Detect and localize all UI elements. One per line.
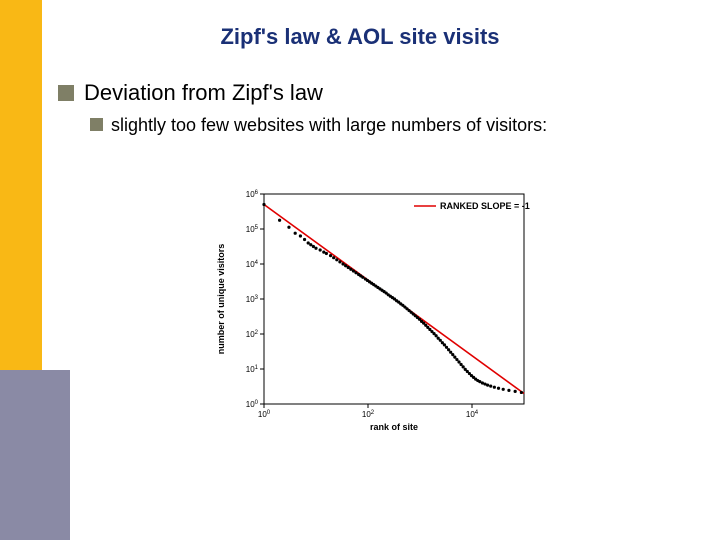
svg-text:number of unique visitors: number of unique visitors (216, 244, 226, 355)
svg-text:100: 100 (258, 410, 271, 419)
svg-text:103: 103 (246, 295, 259, 304)
svg-text:104: 104 (466, 410, 479, 419)
bullet-2-text: slightly too few websites with large num… (111, 114, 547, 137)
bullet-level-2: slightly too few websites with large num… (90, 114, 650, 137)
square-bullet-icon (90, 118, 103, 131)
svg-text:101: 101 (246, 365, 259, 374)
svg-text:106: 106 (246, 190, 259, 199)
bullet-level-1: Deviation from Zipf's law (58, 80, 323, 106)
sidebar-accent-gray (0, 370, 70, 540)
zipf-chart: 100 101 102 103 104 105 106 100 102 104 rank of si… (208, 180, 548, 440)
chart-svg: 100 101 102 103 104 105 106 100 102 104 rank of si… (208, 180, 548, 440)
svg-text:104: 104 (246, 260, 259, 269)
svg-text:102: 102 (246, 330, 259, 339)
svg-text:102: 102 (362, 410, 375, 419)
square-bullet-icon (58, 85, 74, 101)
slide-title: Zipf's law & AOL site visits (0, 24, 720, 50)
svg-text:RANKED SLOPE = -1: RANKED SLOPE = -1 (440, 201, 530, 211)
svg-text:rank of site: rank of site (370, 422, 418, 432)
bullet-1-text: Deviation from Zipf's law (84, 80, 323, 106)
svg-text:100: 100 (246, 400, 259, 409)
svg-text:105: 105 (246, 225, 259, 234)
